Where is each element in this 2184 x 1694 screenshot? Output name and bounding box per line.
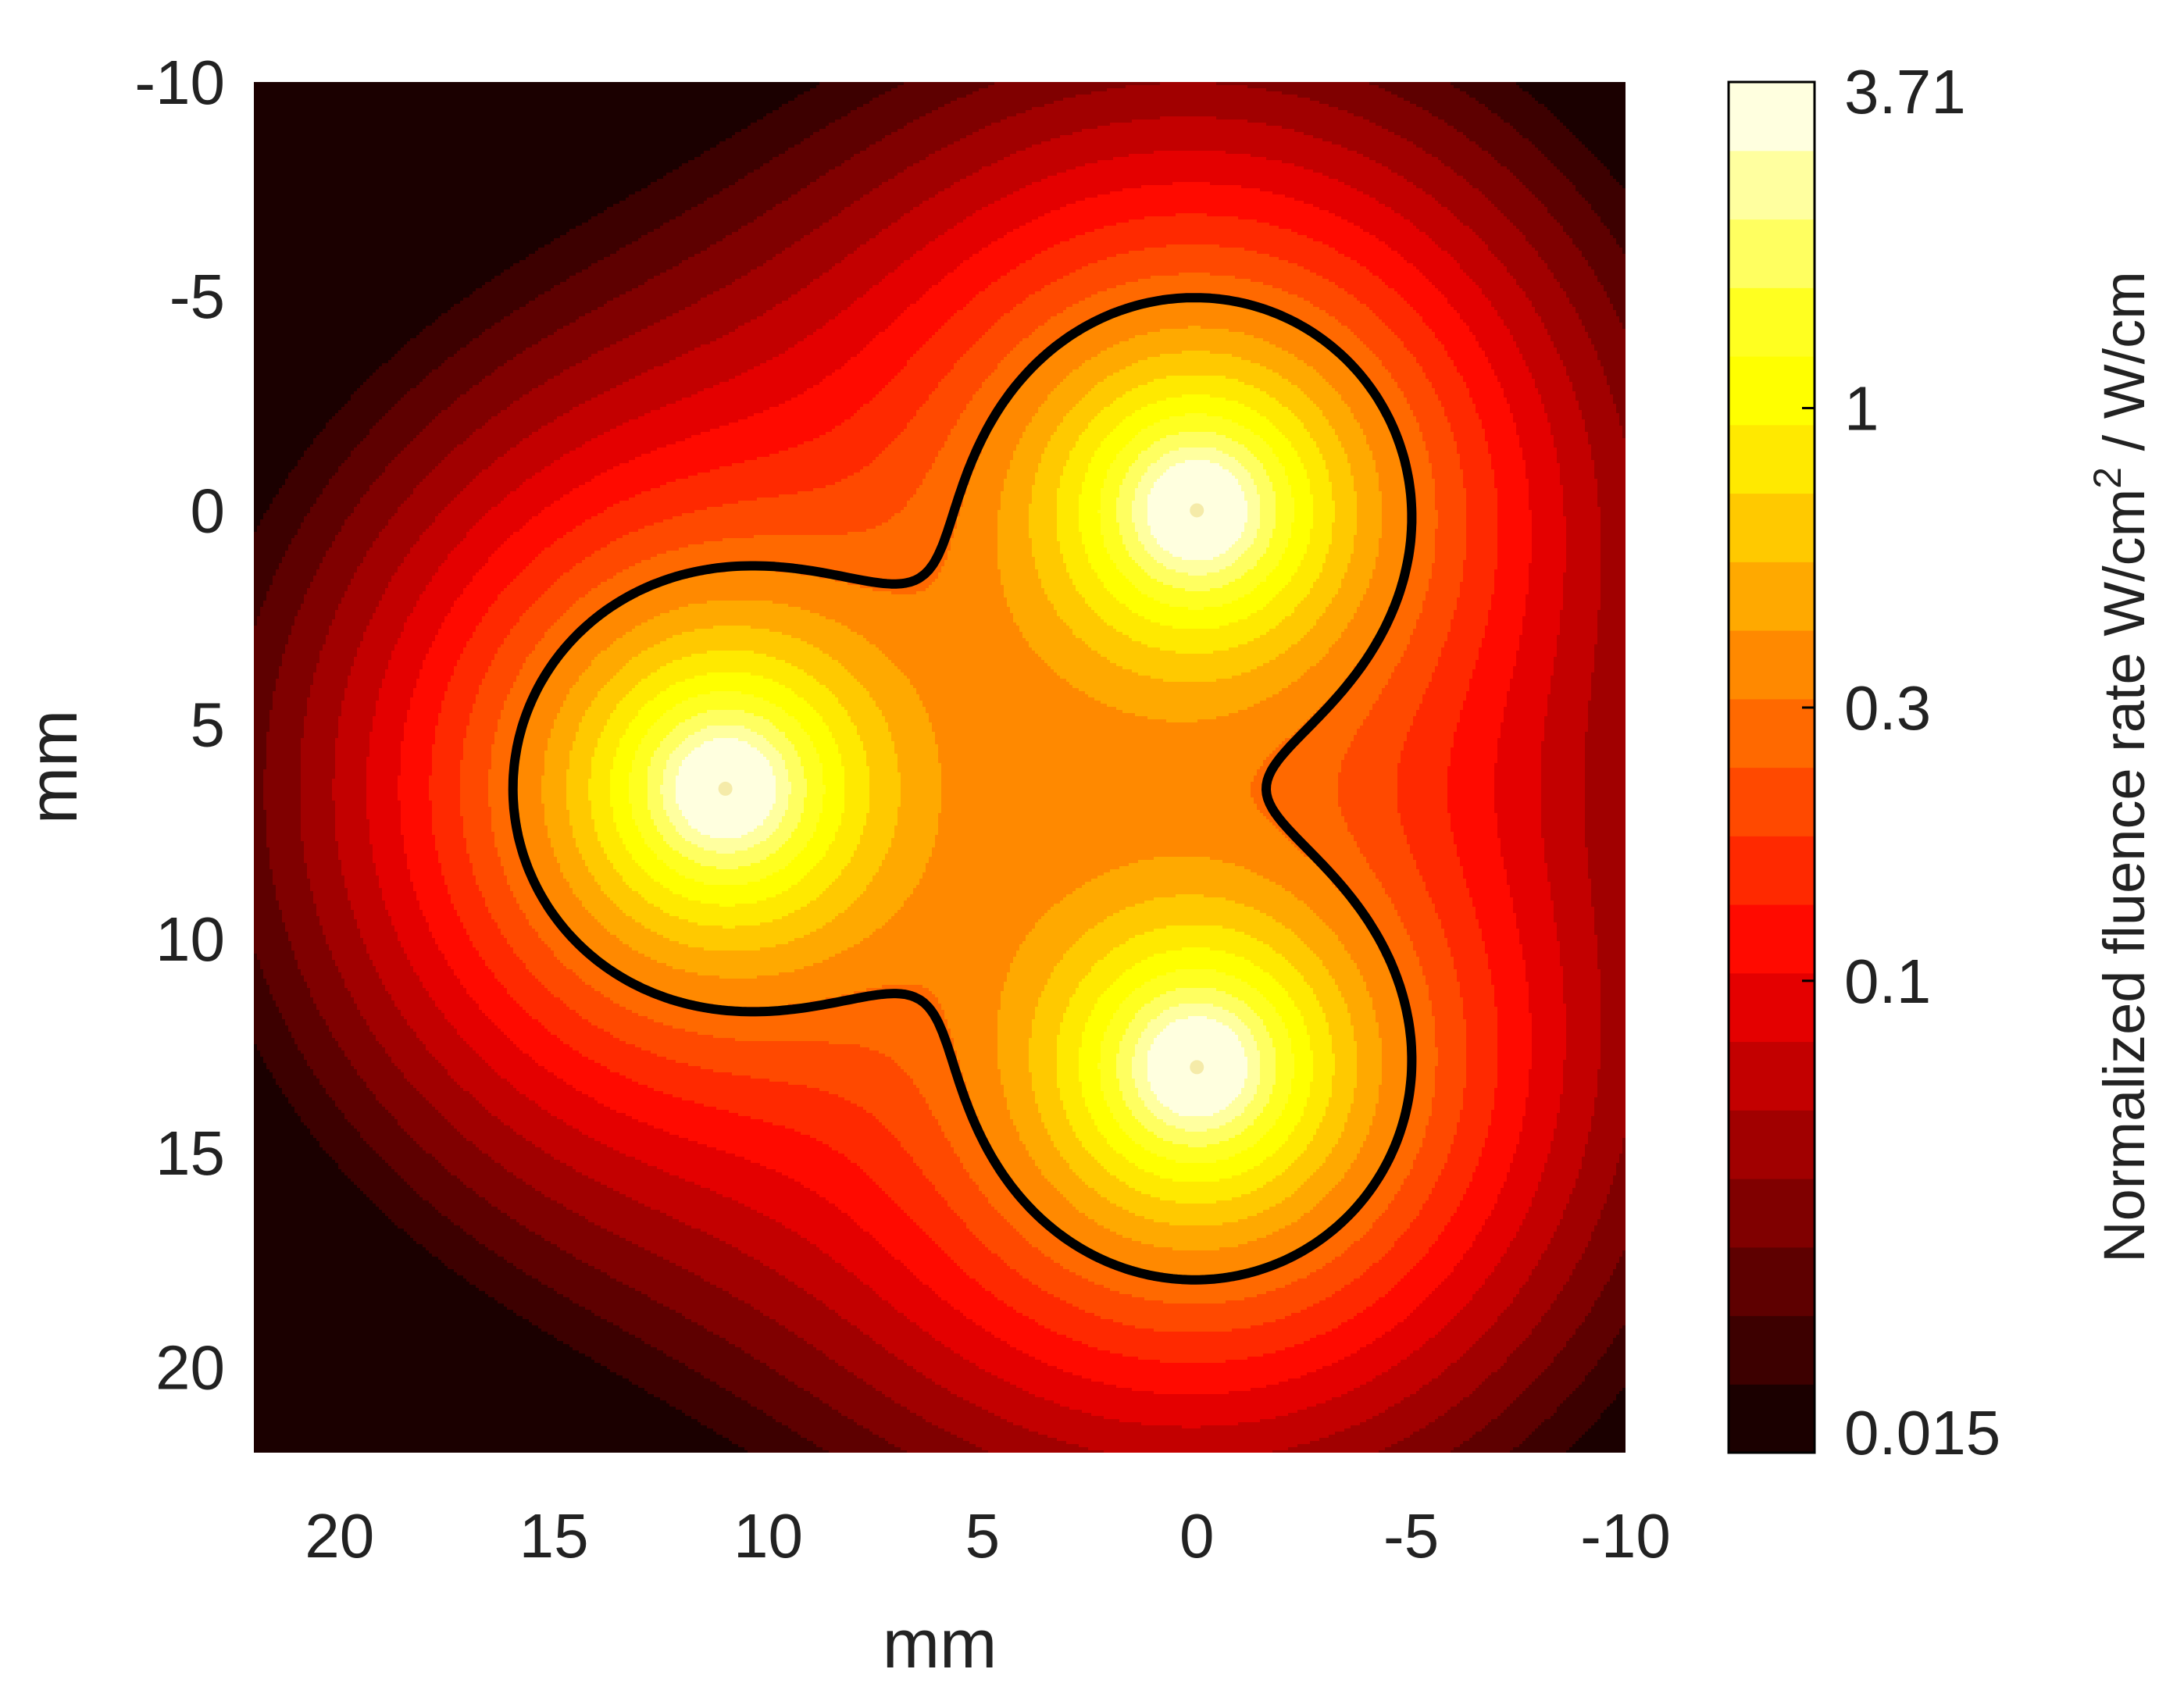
x-tick-label: -10 bbox=[1580, 1501, 1671, 1571]
colorbar-band-9 bbox=[1729, 836, 1815, 905]
contour-band-6 bbox=[332, 116, 1601, 1453]
colorbar-band-16 bbox=[1729, 356, 1815, 426]
colorbar-band-11 bbox=[1729, 698, 1815, 769]
x-tick-label: -5 bbox=[1383, 1501, 1439, 1571]
contour-band-16 bbox=[610, 394, 1313, 1182]
colorbar-band-6 bbox=[1729, 1041, 1815, 1111]
colorbar-label-end: / W/cm bbox=[2092, 271, 2157, 467]
colorbar-band-15 bbox=[1729, 424, 1815, 494]
colorbar-tick-label: 0.1 bbox=[1844, 947, 1931, 1016]
source-point-3 bbox=[1190, 1060, 1204, 1075]
contour-band-9 bbox=[429, 213, 1497, 1363]
colorbar-tick-label: 1 bbox=[1844, 374, 1879, 444]
colorbar-tick-label: 0.015 bbox=[1844, 1398, 2000, 1468]
plot-area bbox=[254, 82, 1626, 1453]
source-point-1 bbox=[1190, 503, 1204, 518]
colorbar-tick-label: 3.71 bbox=[1844, 57, 1966, 127]
colorbar-band-17 bbox=[1729, 287, 1815, 357]
y-tick-label: 15 bbox=[155, 1118, 225, 1188]
x-axis: 20 15 10 5 0 -5 -10 bbox=[305, 1501, 1671, 1571]
y-tick-label: 0 bbox=[191, 476, 226, 545]
colorbar-band-12 bbox=[1729, 630, 1815, 700]
colorbar-frame bbox=[1727, 80, 1816, 1454]
y-tick-label: 20 bbox=[155, 1332, 225, 1402]
x-tick-label: 15 bbox=[519, 1501, 589, 1571]
contour-band-12 bbox=[516, 301, 1407, 1275]
x-axis-label: mm bbox=[883, 1605, 997, 1682]
x-tick-label: 0 bbox=[1179, 1501, 1215, 1571]
colorbar-label-superscript: 2 bbox=[2086, 467, 2129, 489]
contour-layer bbox=[254, 82, 1626, 1453]
colorbar-bands bbox=[1729, 82, 1815, 1453]
colorbar-band-14 bbox=[1729, 493, 1815, 562]
x-tick-label: 5 bbox=[965, 1501, 1001, 1571]
iso-contour-line bbox=[508, 293, 1417, 1285]
colorbar-label: Normalized fluence rate W/cm2 / W/cm bbox=[2086, 271, 2157, 1263]
colorbar-band-8 bbox=[1729, 904, 1815, 974]
colorbar-band-7 bbox=[1729, 972, 1815, 1043]
x-tick-label: 20 bbox=[305, 1501, 374, 1571]
colorbar-band-1 bbox=[1729, 1384, 1815, 1453]
contour-band-20 bbox=[676, 460, 1247, 1116]
colorbar-label-main: Normalized fluence rate W/cm bbox=[2092, 489, 2157, 1263]
contour-band-1 bbox=[254, 82, 1626, 1453]
contour-band-8 bbox=[398, 182, 1532, 1394]
contour-band-19 bbox=[660, 448, 1260, 1132]
colorbar-band-18 bbox=[1729, 219, 1815, 288]
colorbar-band-10 bbox=[1729, 767, 1815, 836]
colorbar: 3.71 1 0.3 0.1 0.015 Normalized fluence rate… bbox=[1727, 57, 2157, 1468]
x-tick-label: 10 bbox=[733, 1501, 803, 1571]
colorbar-ticks: 3.71 1 0.3 0.1 0.015 bbox=[1802, 57, 2000, 1468]
y-tick-label: 10 bbox=[155, 904, 225, 974]
colorbar-band-13 bbox=[1729, 562, 1815, 631]
colorbar-band-2 bbox=[1729, 1315, 1815, 1385]
colorbar-band-19 bbox=[1729, 150, 1815, 220]
colorbar-band-4 bbox=[1729, 1179, 1815, 1248]
source-point-2 bbox=[718, 781, 733, 796]
y-tick-label: -10 bbox=[134, 48, 225, 117]
y-tick-label: -5 bbox=[170, 262, 225, 331]
colorbar-band-3 bbox=[1729, 1246, 1815, 1317]
y-axis: -10 -5 0 5 10 15 20 bbox=[134, 48, 225, 1402]
contour-band-7 bbox=[366, 151, 1566, 1428]
contour-band-5 bbox=[301, 82, 1626, 1453]
y-tick-label: 5 bbox=[191, 690, 226, 760]
colorbar-tick-label: 0.3 bbox=[1844, 673, 1931, 743]
y-axis-label: mm bbox=[14, 710, 91, 825]
contour-band-10 bbox=[460, 244, 1466, 1332]
colorbar-band-20 bbox=[1729, 82, 1815, 152]
colorbar-band-5 bbox=[1729, 1110, 1815, 1179]
